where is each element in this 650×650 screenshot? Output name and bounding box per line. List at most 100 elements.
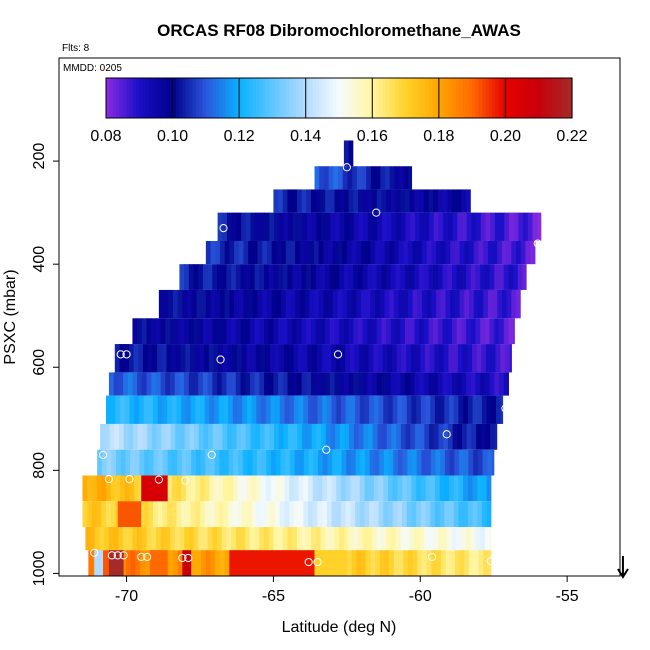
heatmap-cell [304, 240, 310, 265]
heatmap-cell [384, 240, 390, 265]
heatmap-cell [458, 501, 464, 528]
heatmap-cell [172, 289, 179, 319]
heatmap-cell [411, 501, 417, 528]
heatmap-cell [146, 318, 152, 345]
heatmap-cell [252, 449, 258, 476]
heatmap-cell [477, 395, 483, 424]
heatmap-cell [188, 372, 195, 396]
heatmap-cell [326, 344, 332, 373]
heatmap-cell [96, 475, 102, 502]
heatmap-cell [210, 240, 216, 265]
heatmap-cell [463, 395, 469, 424]
heatmap-cell [454, 289, 461, 319]
heatmap-cell [475, 527, 481, 551]
heatmap-cell [155, 372, 162, 396]
sample-point [442, 430, 451, 439]
heatmap-cell [422, 550, 428, 576]
heatmap-cell [240, 318, 246, 345]
heatmap-cells [82, 140, 542, 576]
heatmap-cell [101, 475, 107, 502]
heatmap-cell [458, 395, 464, 424]
colorbar-swatch [382, 78, 387, 118]
heatmap-cell [329, 318, 336, 345]
heatmap-cell [471, 344, 478, 373]
plot-area [82, 140, 542, 576]
heatmap-cell [377, 212, 383, 241]
heatmap-cell [419, 318, 425, 345]
heatmap-cell [436, 550, 442, 576]
heatmap-cell [407, 449, 413, 476]
heatmap-cell [284, 475, 290, 502]
heatmap-cell [210, 550, 216, 576]
heatmap-cell [393, 289, 400, 319]
heatmap-cell [337, 289, 343, 319]
heatmap-cell [402, 449, 408, 476]
heatmap-cell [323, 166, 330, 190]
heatmap-cell [278, 372, 284, 396]
colorbar-swatch [498, 78, 503, 118]
heatmap-cell [386, 318, 392, 345]
heatmap-cell [363, 212, 369, 241]
colorbar-swatch [412, 78, 417, 118]
heatmap-cell [137, 527, 143, 551]
colorbar-tick-label: 0.14 [290, 128, 321, 145]
colorbar-swatch [502, 78, 507, 118]
heatmap-cell [382, 212, 388, 241]
heatmap-cell [482, 449, 488, 476]
heatmap-cell [264, 423, 270, 450]
heatmap-cell [320, 527, 326, 551]
heatmap-cell [121, 550, 127, 576]
heatmap-cell [273, 372, 279, 396]
heatmap-cell [113, 372, 119, 396]
heatmap-cell [203, 423, 209, 450]
heatmap-cell [176, 395, 182, 424]
colorbar-swatch [568, 78, 573, 118]
heatmap-cell [205, 240, 212, 265]
heatmap-cell [288, 423, 294, 450]
y-axis-label: PSXC (mbar) [2, 269, 19, 364]
sample-point [181, 476, 190, 485]
heatmap-cell [185, 344, 191, 373]
heatmap-cell [104, 527, 110, 551]
heatmap-cell [208, 423, 214, 450]
heatmap-cell [461, 264, 467, 290]
colorbar-tick-label: 0.10 [157, 128, 188, 145]
heatmap-cell [234, 240, 240, 265]
heatmap-cell [453, 395, 460, 424]
colorbar-tick-label: 0.20 [490, 128, 521, 145]
heatmap-cell [339, 318, 345, 345]
heatmap-cell [270, 475, 276, 502]
heatmap-cell [406, 395, 413, 424]
heatmap-cell [217, 372, 223, 396]
heatmap-cell [309, 240, 315, 265]
heatmap-cell [151, 372, 157, 396]
heatmap-cell [329, 372, 336, 396]
heatmap-cell [335, 212, 341, 241]
heatmap-cell [207, 527, 213, 551]
heatmap-cell [235, 372, 242, 396]
heatmap-cell [251, 395, 257, 424]
heatmap-cell [105, 395, 112, 424]
heatmap-cell [132, 318, 138, 345]
y-tick-label: 600 [31, 349, 48, 376]
sample-point [427, 552, 437, 562]
heatmap-cell [130, 550, 136, 576]
heatmap-cell [431, 289, 437, 319]
colorbar-swatch [249, 78, 254, 118]
heatmap-cell [365, 240, 371, 265]
heatmap-cell [372, 423, 378, 450]
heatmap-cell [352, 166, 358, 190]
heatmap-cell [423, 372, 430, 396]
heatmap-cell [346, 449, 352, 476]
heatmap-cell [476, 212, 482, 241]
heatmap-cell [296, 318, 303, 345]
heatmap-cell [343, 264, 350, 290]
heatmap-cell [436, 240, 442, 265]
heatmap-cell [184, 264, 190, 290]
heatmap-cell [350, 449, 357, 476]
heatmap-cell [389, 289, 395, 319]
heatmap-cell [260, 344, 266, 373]
heatmap-cell [358, 372, 364, 396]
heatmap-cell [416, 395, 422, 424]
heatmap-cell [311, 423, 317, 450]
